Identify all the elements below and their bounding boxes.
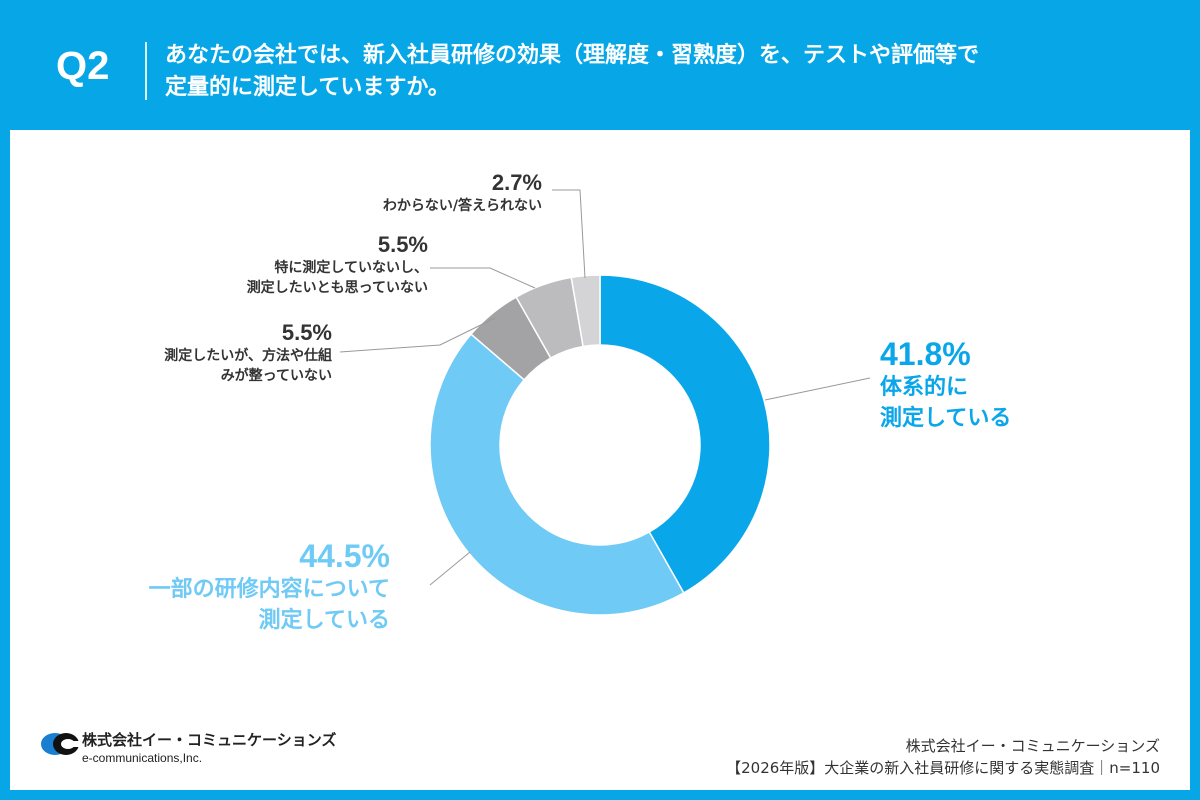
category-label: みが整っていない bbox=[220, 368, 332, 384]
value-label: 5.5% bbox=[377, 232, 428, 257]
chart-card bbox=[10, 130, 1190, 790]
category-label: 測定したいとも思っていない bbox=[246, 280, 428, 296]
question-text: あなたの会社では、新入社員研修の効果（理解度・習熟度）を、テストや評価等で 定量… bbox=[165, 40, 1165, 104]
question-line-1: あなたの会社では、新入社員研修の効果（理解度・習熟度）を、テストや評価等で bbox=[165, 43, 980, 68]
category-label: 測定している bbox=[258, 608, 390, 633]
question-line-2: 定量的に測定していますか。 bbox=[165, 75, 450, 100]
company-name-jp: 株式会社イー・コミュニケーションズ bbox=[82, 731, 337, 749]
value-label: 41.8% bbox=[880, 336, 971, 372]
label-slice-2: 5.5% 測定したいが、方法や仕組 みが整っていない bbox=[164, 320, 332, 386]
question-number: Q2 bbox=[56, 44, 110, 88]
company-logo-icon bbox=[41, 733, 80, 755]
label-slice-3: 5.5% 特に測定していないし、 測定したいとも思っていない bbox=[247, 232, 428, 298]
leader-line-4 bbox=[552, 189, 586, 279]
source-company: 株式会社イー・コミュニケーションズ bbox=[905, 737, 1160, 755]
category-label: わからない/答えられない bbox=[382, 198, 542, 214]
donut-slice-4 bbox=[570, 274, 601, 348]
survey-title: 【2026年版】大企業の新入社員研修に関する実態調査｜n=110 bbox=[726, 759, 1160, 777]
donut-slice-0 bbox=[599, 274, 771, 594]
value-label: 44.5% bbox=[299, 538, 390, 574]
label-slice-1: 44.5% 一部の研修内容について 測定している bbox=[149, 538, 390, 636]
label-slice-4: 2.7% わからない/答えられない bbox=[383, 170, 542, 216]
company-name-en: e-communications,Inc. bbox=[82, 751, 203, 765]
category-label: 特に測定していないし、 bbox=[274, 260, 428, 276]
divider bbox=[145, 42, 147, 100]
leader-line-1 bbox=[429, 551, 471, 586]
label-slice-0: 41.8% 体系的に 測定している bbox=[880, 336, 1011, 434]
leader-line-2 bbox=[339, 317, 496, 353]
value-label: 2.7% bbox=[491, 170, 542, 195]
value-label: 5.5% bbox=[281, 320, 332, 345]
source-note: 株式会社イー・コミュニケーションズ 【2026年版】大企業の新入社員研修に関する… bbox=[726, 735, 1160, 779]
leader-line-3 bbox=[430, 267, 536, 289]
category-label: 体系的に bbox=[880, 375, 969, 400]
category-label: 測定したいが、方法や仕組 bbox=[164, 348, 332, 364]
category-label: 一部の研修内容について bbox=[148, 577, 390, 602]
category-label: 測定している bbox=[880, 406, 1012, 431]
leader-line-0 bbox=[764, 377, 871, 401]
donut-slice-1 bbox=[429, 333, 685, 616]
